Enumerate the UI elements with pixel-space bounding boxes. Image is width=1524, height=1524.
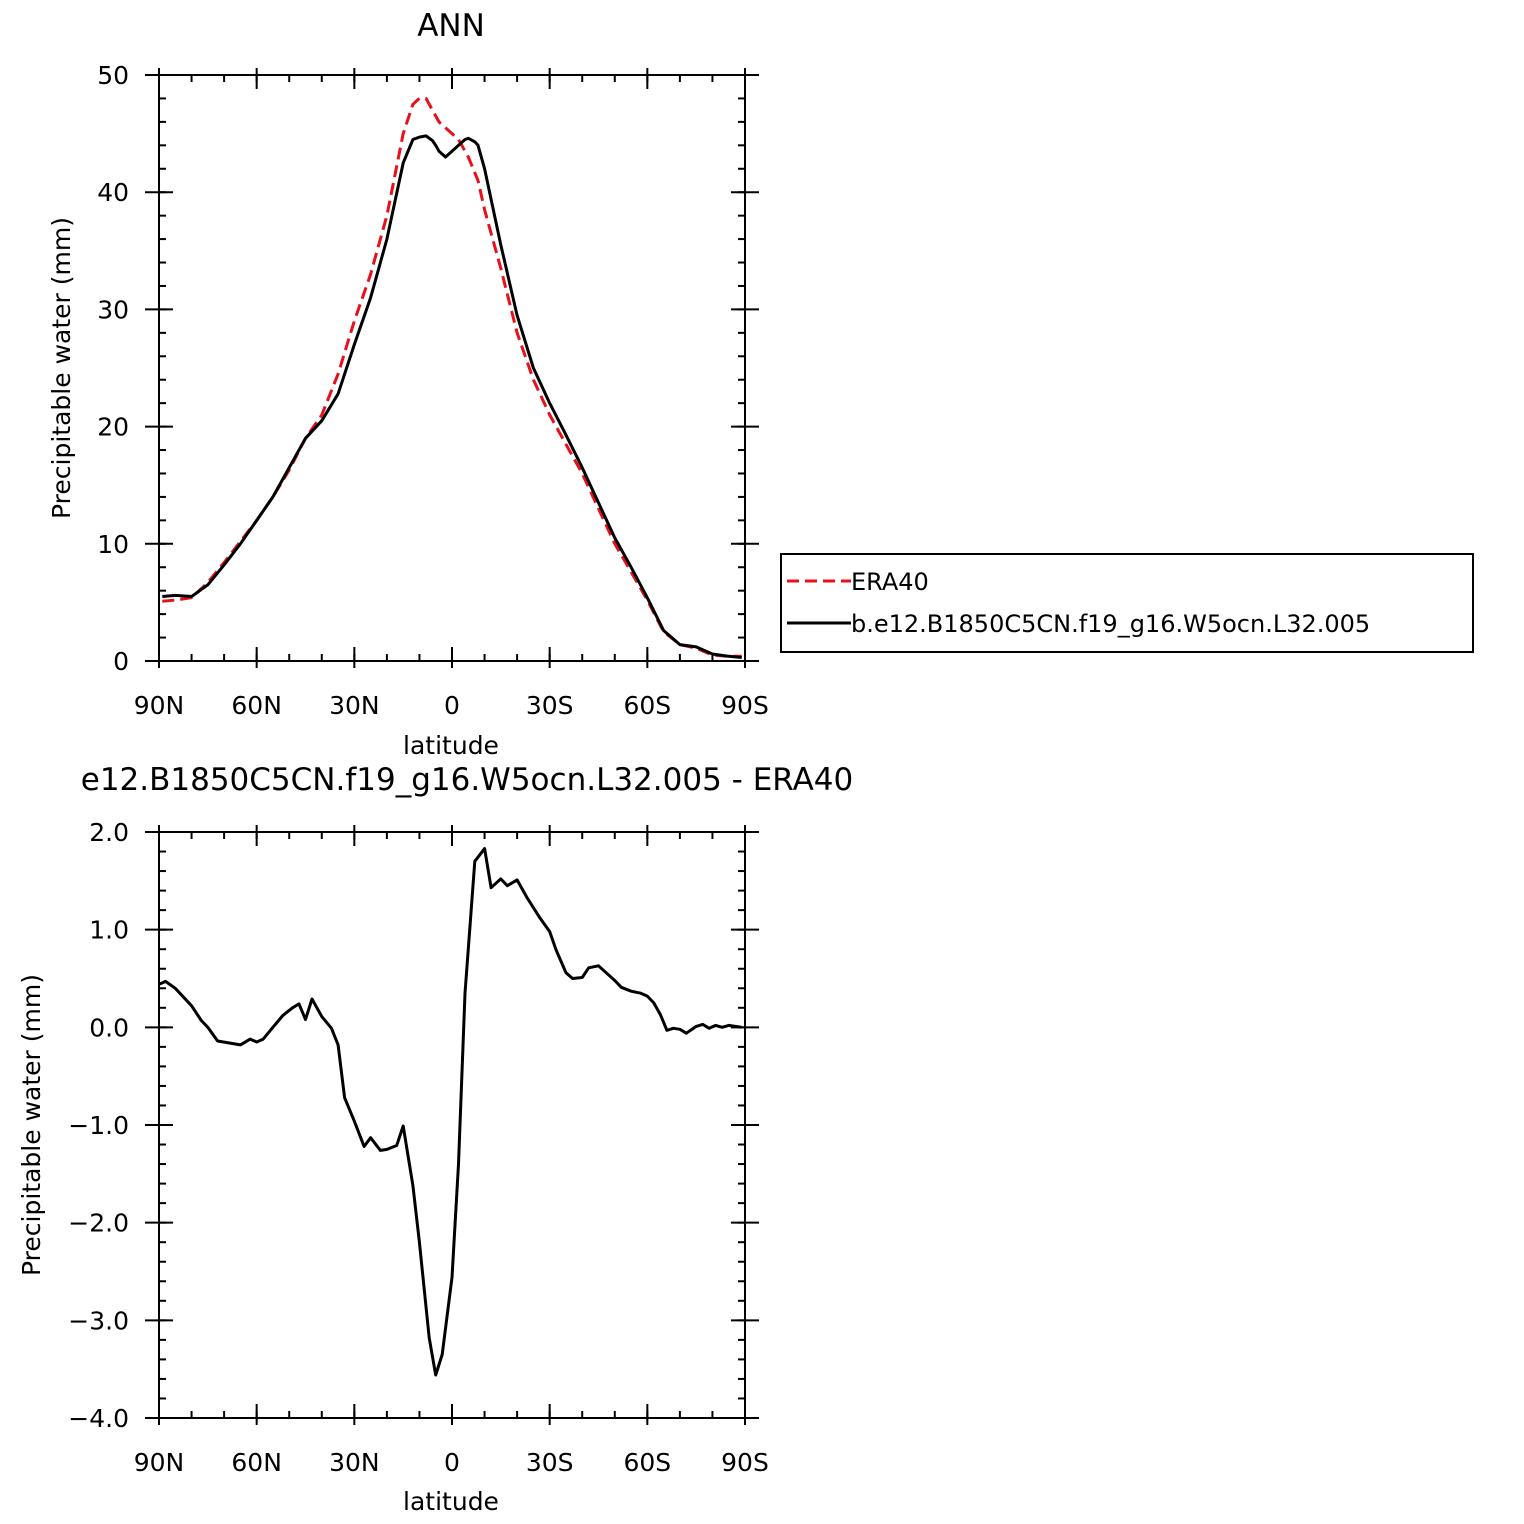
legend: ERA40 b.e12.B1850C5CN.f19_g16.W5ocn.L32.… bbox=[780, 553, 1474, 653]
y-tick-label: 1.0 bbox=[89, 916, 129, 945]
x-axis-title: latitude bbox=[403, 731, 499, 760]
tick-layer: 90N 60N 30N 0 30S 60S 90S 0 10 20 30 40 50 bbox=[97, 61, 769, 720]
chart-title: ANN bbox=[417, 8, 485, 44]
chart-title: e12.B1850C5CN.f19_g16.W5ocn.L32.005 - ER… bbox=[81, 762, 853, 798]
y-tick-label: 2.0 bbox=[89, 818, 129, 847]
y-tick-label: 0 bbox=[113, 647, 129, 676]
y-tick-label: 20 bbox=[97, 413, 129, 442]
plot-border bbox=[158, 74, 746, 662]
x-tick-label: 0 bbox=[444, 1448, 460, 1477]
tick-layer: 90N 60N 30N 0 30S 60S 90S −4.0 −3.0 −2.0 −1.0 0.0 1.… bbox=[68, 818, 769, 1477]
plot-border bbox=[158, 831, 746, 1419]
plot-frame bbox=[158, 831, 746, 1419]
x-tick-label: 0 bbox=[444, 691, 460, 720]
series-line-b-e12-b1850c5cn-f19-g16-w5ocn-l32-005 bbox=[162, 134, 742, 659]
x-axis-title: latitude bbox=[403, 1487, 499, 1516]
difference-chart: e12.B1850C5CN.f19_g16.W5ocn.L32.005 - ER… bbox=[17, 762, 853, 1516]
x-tick-label: 30N bbox=[329, 691, 380, 720]
y-tick-label: −3.0 bbox=[68, 1306, 129, 1335]
x-tick-label: 60N bbox=[231, 1448, 282, 1477]
y-tick-label: −4.0 bbox=[68, 1404, 129, 1433]
x-tick-label: 90S bbox=[721, 691, 769, 720]
x-tick-label: 60N bbox=[231, 691, 282, 720]
series-layer bbox=[162, 96, 742, 659]
annual-chart: ANN 90N 60N 30N 0 30S 60S 90S 0 10 20 30 40 50 latit… bbox=[47, 8, 1474, 760]
y-tick-label: 0.0 bbox=[89, 1013, 129, 1042]
series-layer bbox=[158, 847, 742, 1377]
legend-entry-era40: ERA40 bbox=[851, 568, 929, 596]
series-line-difference bbox=[158, 847, 742, 1377]
x-tick-label: 30N bbox=[329, 1448, 380, 1477]
y-tick-label: 30 bbox=[97, 295, 129, 324]
legend-entry-model: b.e12.B1850C5CN.f19_g16.W5ocn.L32.005 bbox=[851, 610, 1370, 638]
y-tick-label: −2.0 bbox=[68, 1209, 129, 1238]
x-tick-label: 60S bbox=[623, 691, 671, 720]
legend-box bbox=[780, 553, 1474, 653]
x-tick-label: 90N bbox=[134, 1448, 185, 1477]
x-tick-label: 60S bbox=[623, 1448, 671, 1477]
x-tick-label: 30S bbox=[526, 1448, 574, 1477]
x-tick-label: 90N bbox=[134, 691, 185, 720]
y-tick-label: −1.0 bbox=[68, 1111, 129, 1140]
y-axis-title: Precipitable water (mm) bbox=[17, 974, 46, 1276]
y-tick-label: 10 bbox=[97, 530, 129, 559]
y-tick-label: 40 bbox=[97, 178, 129, 207]
plot-frame bbox=[158, 74, 746, 662]
y-axis-title: Precipitable water (mm) bbox=[47, 217, 76, 519]
x-tick-label: 30S bbox=[526, 691, 574, 720]
series-line-era40 bbox=[162, 96, 742, 658]
y-tick-label: 50 bbox=[97, 61, 129, 90]
x-tick-label: 90S bbox=[721, 1448, 769, 1477]
